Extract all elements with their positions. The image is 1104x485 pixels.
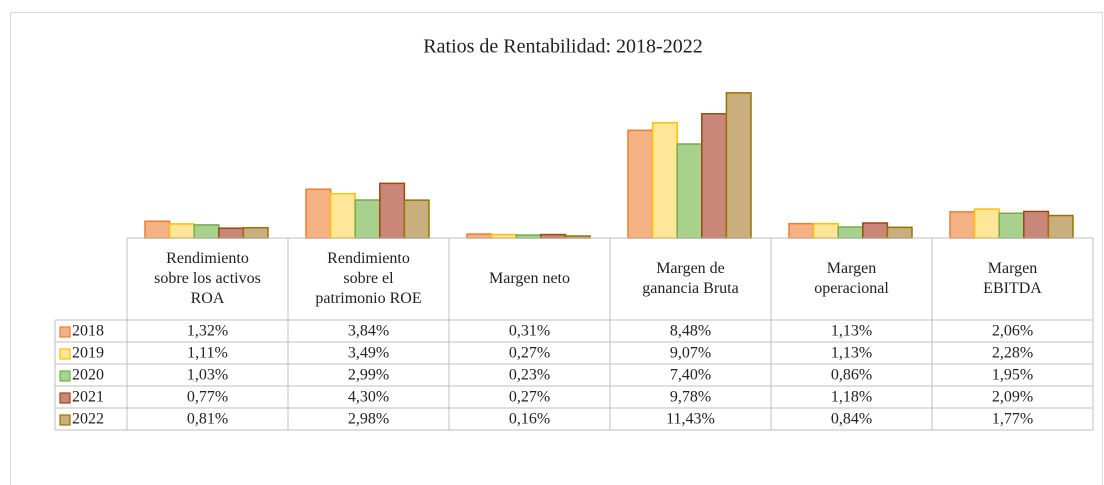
bar — [168, 223, 195, 239]
bar — [788, 222, 815, 239]
data-label: 1,77% — [992, 411, 1033, 428]
bar — [305, 188, 332, 239]
legend-swatch — [59, 414, 71, 426]
category-label: Rendimiento sobre los activos ROA — [154, 250, 261, 307]
bar — [1023, 210, 1050, 239]
bar — [949, 211, 976, 239]
legend-label: 2021 — [72, 389, 104, 406]
bar — [973, 208, 1000, 239]
legend-label: 2022 — [72, 411, 104, 428]
bar — [329, 192, 356, 239]
legend-swatch — [59, 392, 71, 404]
legend-swatch — [59, 370, 71, 382]
bar — [1047, 214, 1074, 239]
data-label: 0,16% — [509, 411, 550, 428]
data-label: 1,13% — [831, 323, 872, 340]
bar — [144, 220, 171, 239]
data-label: 9,78% — [670, 389, 711, 406]
data-label: 0,31% — [509, 323, 550, 340]
data-label: 7,40% — [670, 367, 711, 384]
category-label: Margen de ganancia Bruta — [642, 260, 739, 297]
data-label: 0,27% — [509, 345, 550, 362]
data-label: 0,27% — [509, 389, 550, 406]
data-label: 1,11% — [187, 345, 228, 362]
data-label: 1,95% — [992, 367, 1033, 384]
bar — [403, 199, 430, 239]
category-label: Margen operacional — [814, 260, 889, 297]
data-label: 1,13% — [831, 345, 872, 362]
bar — [837, 226, 864, 239]
data-label: 11,43% — [666, 411, 715, 428]
bar — [627, 129, 654, 239]
legend-label: 2019 — [72, 345, 104, 362]
bar — [651, 122, 678, 239]
bar — [242, 226, 269, 239]
bar — [193, 224, 220, 239]
data-label: 0,81% — [187, 411, 228, 428]
data-label: 0,84% — [831, 411, 872, 428]
legend-label: 2020 — [72, 367, 104, 384]
category-label: Rendimiento sobre el patrimonio ROE — [315, 250, 422, 307]
chart-frame — [10, 12, 1103, 485]
bar — [862, 222, 889, 239]
bar — [998, 212, 1025, 239]
data-label: 2,09% — [992, 389, 1033, 406]
category-label: Margen EBITDA — [983, 260, 1042, 297]
data-label: 3,84% — [348, 323, 389, 340]
data-label: 0,23% — [509, 367, 550, 384]
bar — [886, 226, 913, 239]
bar — [725, 92, 752, 239]
bar — [812, 222, 839, 239]
data-label: 1,03% — [187, 367, 228, 384]
data-label: 2,06% — [992, 323, 1033, 340]
legend-swatch — [59, 348, 71, 360]
data-label: 0,86% — [831, 367, 872, 384]
data-label: 2,98% — [348, 411, 389, 428]
data-label: 3,49% — [348, 345, 389, 362]
data-label: 2,99% — [348, 367, 389, 384]
bar — [701, 113, 728, 239]
data-label: 4,30% — [348, 389, 389, 406]
data-label: 0,77% — [187, 389, 228, 406]
bar — [218, 227, 245, 239]
chart-title: Ratios de Rentabilidad: 2018-2022 — [423, 36, 702, 58]
data-label: 1,18% — [831, 389, 872, 406]
data-label: 8,48% — [670, 323, 711, 340]
bar — [354, 199, 381, 239]
data-label: 9,07% — [670, 345, 711, 362]
data-label: 1,32% — [187, 323, 228, 340]
category-label: Margen neto — [488, 270, 570, 287]
bar — [676, 143, 703, 239]
legend-swatch — [59, 326, 71, 338]
data-label: 2,28% — [992, 345, 1033, 362]
legend-label: 2018 — [72, 323, 104, 340]
bar — [379, 182, 406, 239]
